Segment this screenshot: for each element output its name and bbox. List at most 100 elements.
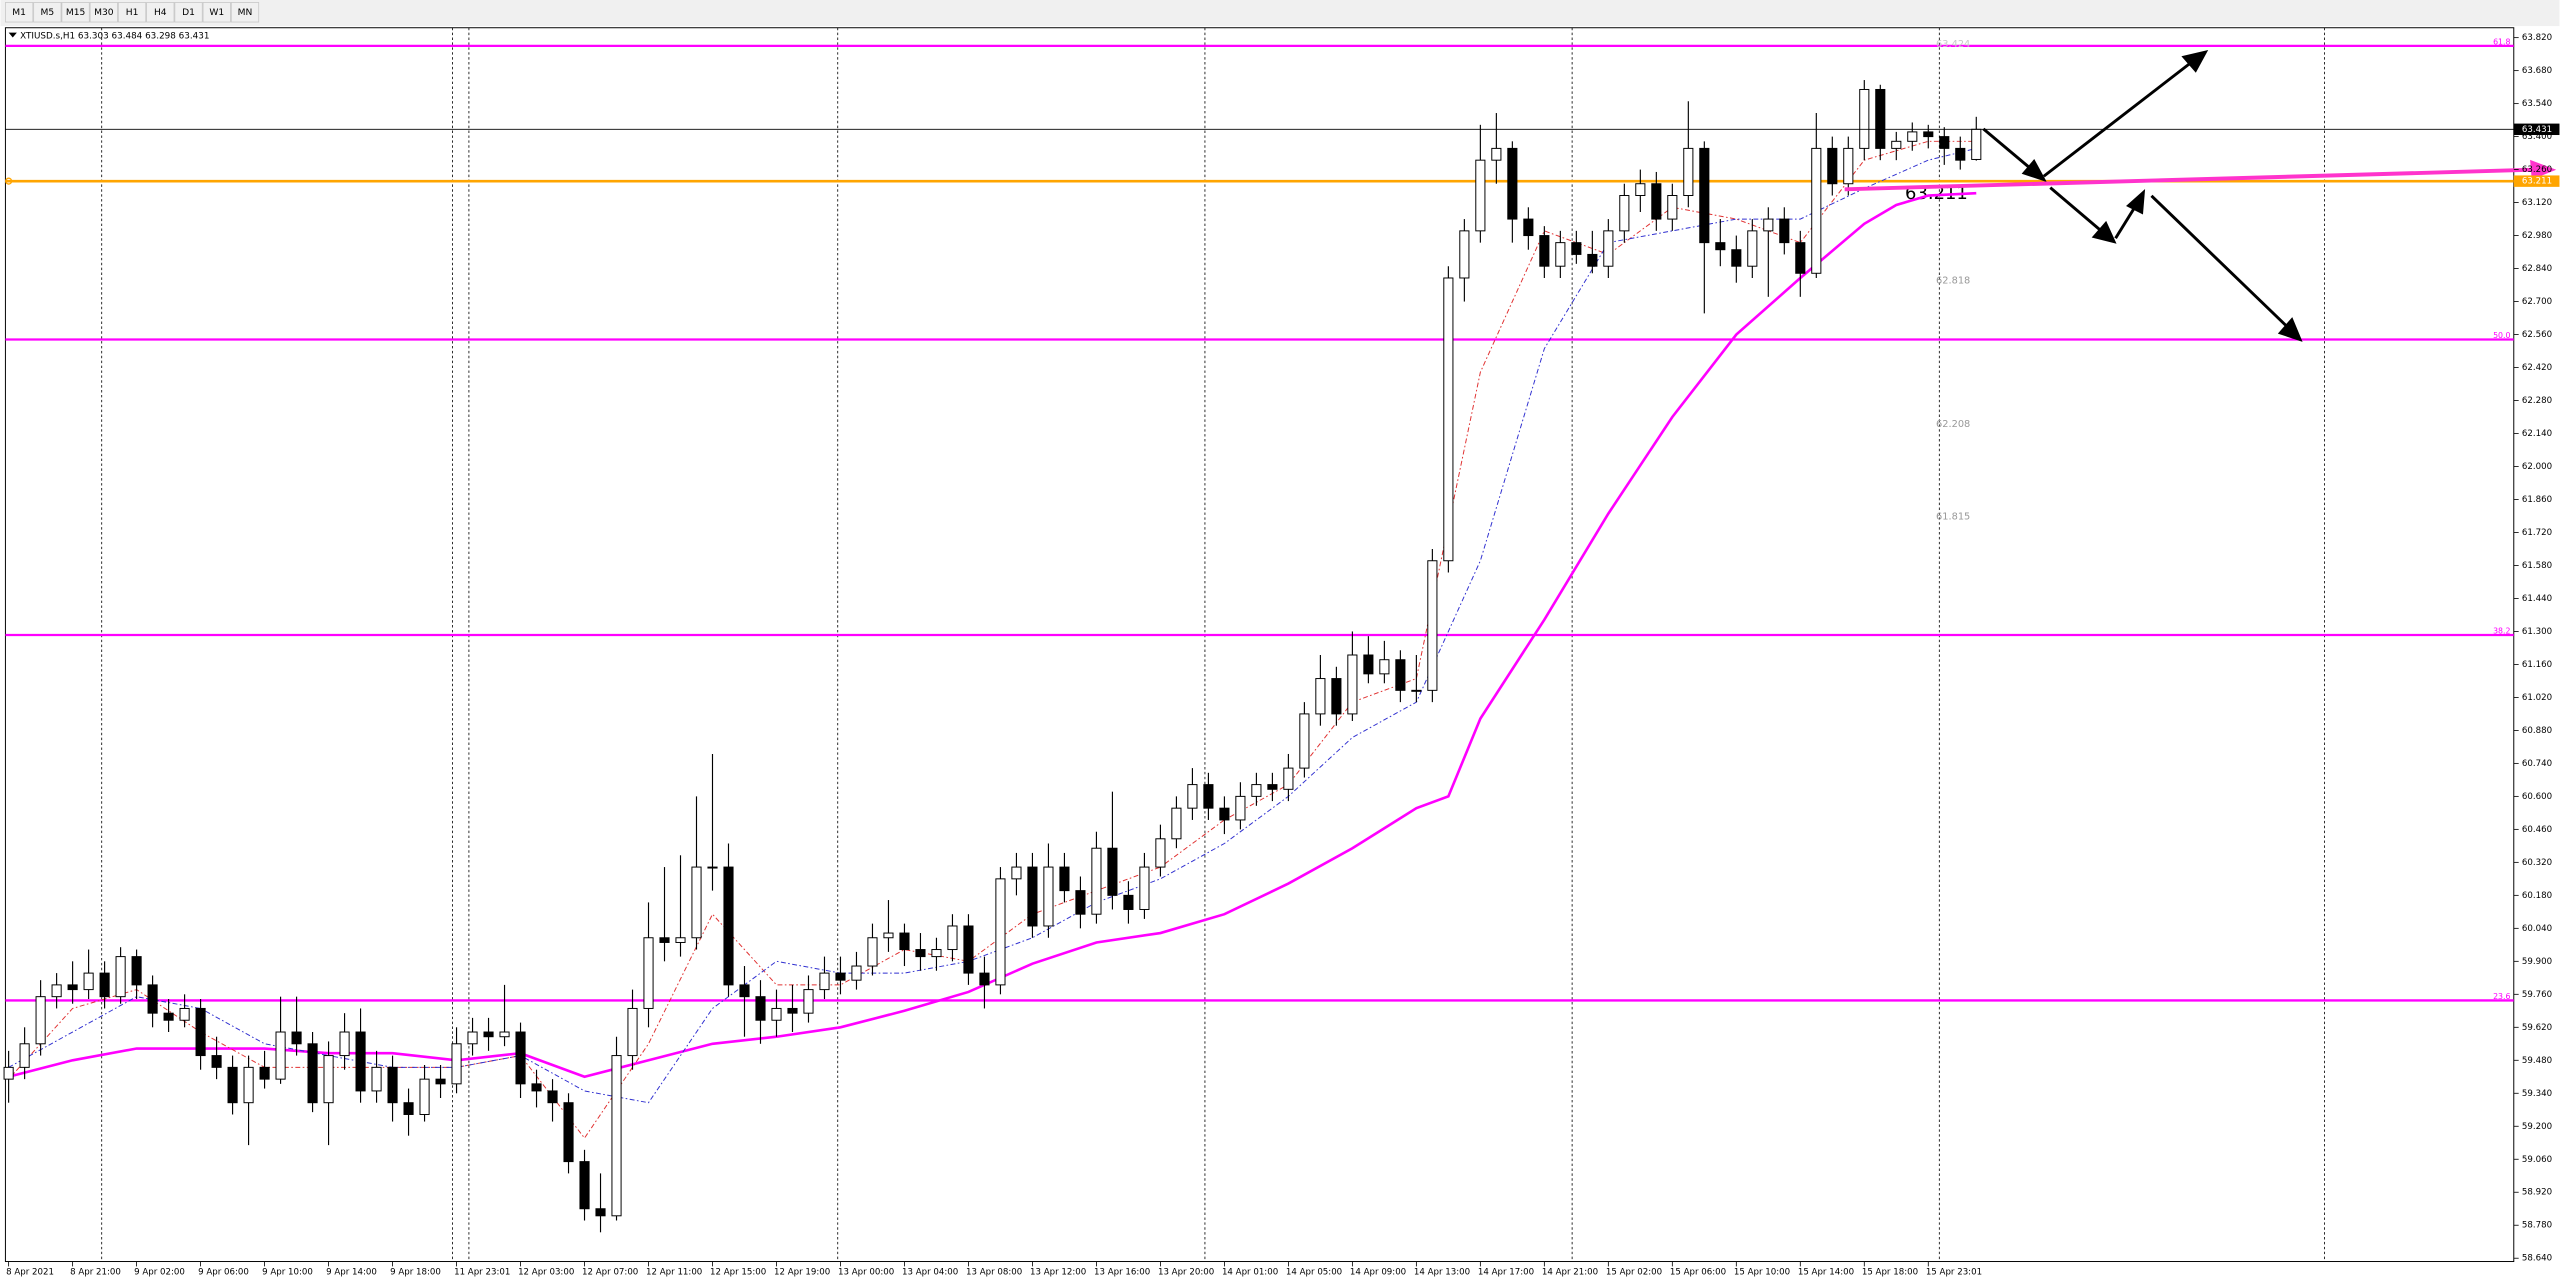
- candle-body: [1587, 253, 1598, 267]
- candle-body: [339, 1031, 350, 1057]
- y-tick-label: 58.920: [2522, 1188, 2552, 1198]
- candle-body: [931, 949, 942, 958]
- y-tick-label: 62.840: [2522, 264, 2552, 274]
- timeframe-button[interactable]: [174, 2, 203, 23]
- timeframe-label[interactable]: M15: [66, 8, 86, 18]
- y-tick-label: 62.700: [2522, 297, 2552, 307]
- candle-body: [1123, 894, 1134, 910]
- candle-body: [1171, 807, 1182, 840]
- arrow: [2150, 194, 2290, 330]
- candle-body: [1395, 659, 1406, 691]
- y-tick-label: 63.260: [2522, 165, 2552, 175]
- candle-body: [1251, 784, 1262, 797]
- x-tick-label: 14 Apr 05:00: [1286, 1268, 1342, 1278]
- x-tick-label: 14 Apr 21:00: [1542, 1268, 1598, 1278]
- candle-body: [307, 1043, 318, 1104]
- timeframe-button[interactable]: [146, 2, 175, 23]
- timeframe-label[interactable]: H4: [154, 8, 167, 18]
- collapse-icon[interactable]: [8, 32, 17, 38]
- y-tick-label: 60.180: [2522, 891, 2552, 901]
- y-tick-label: 62.000: [2522, 462, 2552, 472]
- y-tick-label: 62.140: [2522, 429, 2552, 439]
- arrow: [1982, 127, 2035, 173]
- candle-body: [755, 996, 766, 1021]
- x-tick-label: 13 Apr 08:00: [966, 1268, 1022, 1278]
- candle-body: [851, 965, 862, 981]
- x-tick-label: 12 Apr 11:00: [646, 1268, 702, 1278]
- y-tick-label: 59.620: [2522, 1023, 2552, 1033]
- y-tick-label: 63.540: [2522, 99, 2552, 109]
- candle-body: [835, 972, 846, 981]
- candle-body: [1875, 88, 1886, 149]
- support-anchor: [5, 177, 13, 185]
- candle-body: [1027, 866, 1038, 927]
- candle-body: [1907, 131, 1918, 142]
- timeframe-label[interactable]: M5: [41, 8, 55, 18]
- candle-body: [995, 878, 1006, 986]
- candle-body: [435, 1078, 446, 1085]
- timeframe-label[interactable]: M1: [12, 8, 26, 18]
- arrow-head: [2181, 50, 2209, 73]
- timeframe-button[interactable]: [230, 2, 260, 23]
- timeframe-label[interactable]: MN: [238, 8, 253, 18]
- y-tick-label: 63.400: [2522, 132, 2552, 142]
- price-note: 62.818: [1936, 275, 1970, 286]
- candle-body: [883, 932, 894, 939]
- timeframe-button[interactable]: [33, 2, 62, 23]
- candle-body: [947, 925, 958, 951]
- y-tick-label: 61.020: [2522, 693, 2552, 703]
- candle-body: [1299, 713, 1310, 769]
- current-price-label: 63.431: [2522, 125, 2552, 135]
- timeframe-label[interactable]: M30: [94, 8, 114, 18]
- candle-body: [1891, 140, 1902, 149]
- symbol-info: XTIUSD.s,H1 63.303 63.484 63.298 63.431: [20, 31, 209, 41]
- fibo-level-label: 61.8: [2493, 37, 2510, 46]
- arrow: [2042, 59, 2195, 178]
- candle-body: [275, 1031, 286, 1080]
- timeframe-button[interactable]: [5, 2, 34, 23]
- candle-body: [531, 1083, 542, 1092]
- price-note: 61.815: [1936, 512, 1970, 523]
- y-tick-label: 59.480: [2522, 1056, 2552, 1066]
- candle-body: [1459, 230, 1470, 279]
- candle-body: [1683, 147, 1694, 197]
- x-tick-label: 9 Apr 18:00: [390, 1268, 441, 1278]
- y-tick-label: 61.720: [2522, 528, 2552, 538]
- candle-body: [1923, 131, 1934, 138]
- timeframe-button[interactable]: [61, 2, 90, 23]
- candle-body: [1555, 242, 1566, 267]
- y-tick-label: 62.560: [2522, 330, 2552, 340]
- drawn-arrows: [1982, 50, 2303, 342]
- fibo-level-label: 50.0: [2493, 331, 2510, 340]
- timeframe-label[interactable]: H1: [126, 8, 139, 18]
- y-tick-label: 61.440: [2522, 594, 2552, 604]
- x-tick-label: 14 Apr 01:00: [1222, 1268, 1278, 1278]
- candle-body: [419, 1078, 430, 1115]
- candle-body: [643, 937, 654, 1009]
- timeframe-button[interactable]: [117, 2, 147, 23]
- candle-body: [1859, 88, 1870, 149]
- timeframe-button[interactable]: [89, 2, 118, 23]
- candle-body: [803, 989, 814, 1014]
- candle-body: [1187, 784, 1198, 809]
- y-tick-label: 60.320: [2522, 858, 2552, 868]
- x-tick-label: 13 Apr 12:00: [1030, 1268, 1086, 1278]
- timeframe-label[interactable]: D1: [182, 8, 195, 18]
- x-tick-label: 15 Apr 18:00: [1862, 1268, 1918, 1278]
- y-tick-label: 63.120: [2522, 198, 2552, 208]
- toolbar: [0, 0, 2560, 27]
- candle-body: [1043, 866, 1054, 927]
- candle-body: [1427, 560, 1438, 691]
- y-tick-label: 59.900: [2522, 957, 2552, 967]
- timeframe-label[interactable]: W1: [209, 8, 224, 18]
- timeframe-button[interactable]: [202, 2, 231, 23]
- y-tick-label: 59.200: [2522, 1122, 2552, 1132]
- candle-body: [243, 1066, 254, 1104]
- x-tick-label: 9 Apr 02:00: [134, 1268, 185, 1278]
- candle-body: [1011, 866, 1022, 880]
- arrow-head: [2126, 189, 2146, 215]
- candle-body: [1091, 847, 1102, 915]
- y-tick-label: 60.600: [2522, 792, 2552, 802]
